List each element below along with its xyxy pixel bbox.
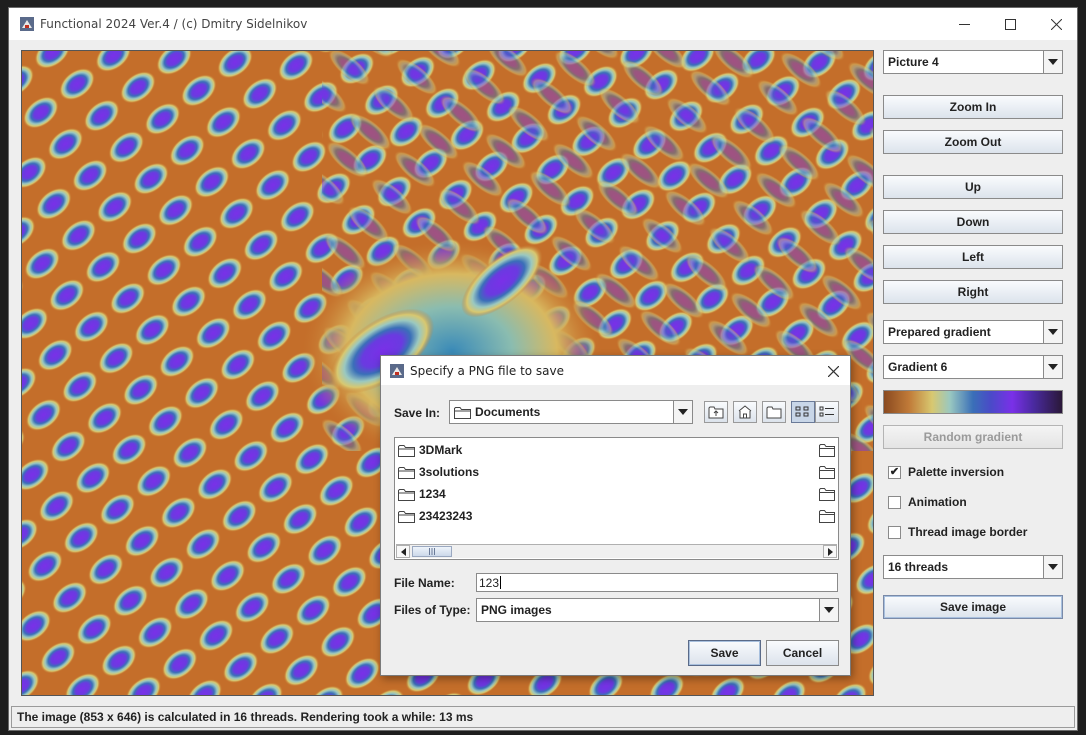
save-image-button[interactable]: Save image xyxy=(883,595,1063,619)
up-button[interactable]: Up xyxy=(883,175,1063,199)
folder-icon xyxy=(454,406,471,419)
new-folder-icon xyxy=(766,406,782,419)
chevron-down-icon[interactable] xyxy=(1043,321,1062,343)
save-in-value: Documents xyxy=(475,405,541,419)
chevron-down-icon[interactable] xyxy=(673,401,692,423)
random-gradient-button[interactable]: Random gradient xyxy=(883,425,1063,449)
maximize-icon xyxy=(1004,18,1016,30)
list-view-icon xyxy=(795,406,809,417)
file-name-label: File Name: xyxy=(394,576,455,590)
save-in-select[interactable]: Documents xyxy=(449,400,693,424)
file-name-value: 123 xyxy=(479,575,500,590)
home-folder-icon xyxy=(738,405,752,419)
dialog-title-bar: Specify a PNG file to save xyxy=(381,356,850,385)
folder-icon xyxy=(398,510,415,523)
save-in-label: Save In: xyxy=(394,406,441,420)
left-button[interactable]: Left xyxy=(883,245,1063,269)
folder-icon xyxy=(819,466,835,479)
files-of-type-select[interactable]: PNG images xyxy=(476,598,839,622)
new-folder-button[interactable] xyxy=(762,401,786,423)
down-button[interactable]: Down xyxy=(883,210,1063,234)
checkbox-checked-icon[interactable]: ✔ xyxy=(888,465,901,479)
files-of-type-label: Files of Type: xyxy=(394,603,471,617)
chevron-down-icon[interactable] xyxy=(1043,51,1062,73)
grip-icon xyxy=(429,548,435,555)
scroll-left-button[interactable] xyxy=(396,545,410,558)
folder-icon xyxy=(398,488,415,501)
list-item[interactable]: 1234 xyxy=(398,485,446,503)
chevron-left-icon xyxy=(400,547,406,556)
chevron-down-icon[interactable] xyxy=(1043,356,1062,378)
home-folder-button[interactable] xyxy=(733,401,757,423)
gradient-mode-select[interactable]: Prepared gradient xyxy=(883,320,1063,344)
picture-select-value: Picture 4 xyxy=(888,55,939,69)
right-button[interactable]: Right xyxy=(883,280,1063,304)
file-name: 3DMark xyxy=(419,443,463,457)
zoom-out-button[interactable]: Zoom Out xyxy=(883,130,1063,154)
zoom-in-button[interactable]: Zoom In xyxy=(883,95,1063,119)
file-name: 1234 xyxy=(419,487,446,501)
save-button[interactable]: Save xyxy=(688,640,761,666)
folder-icon xyxy=(819,444,835,457)
scroll-right-button[interactable] xyxy=(823,545,837,558)
dialog-title: Specify a PNG file to save xyxy=(410,364,565,378)
animation-label: Animation xyxy=(908,495,967,509)
folder-icon xyxy=(398,466,415,479)
folder-icon xyxy=(819,510,835,523)
minimize-button[interactable] xyxy=(941,8,987,40)
list-item[interactable]: 3DMark xyxy=(398,441,462,459)
folder-icon xyxy=(819,488,835,501)
title-bar: Functional 2024 Ver.4 / (c) Dmitry Sidel… xyxy=(9,8,1077,40)
window-title: Functional 2024 Ver.4 / (c) Dmitry Sidel… xyxy=(40,17,308,31)
status-text: The image (853 x 646) is calculated in 1… xyxy=(17,710,474,724)
checkbox-unchecked-icon[interactable] xyxy=(888,495,901,509)
file-list[interactable]: 3DMark 3solutions 1234 23423243 xyxy=(394,437,839,560)
list-item[interactable]: 3solutions xyxy=(398,463,479,481)
thread-border-label: Thread image border xyxy=(908,525,1028,539)
minimize-icon xyxy=(958,23,970,25)
save-dialog: Specify a PNG file to save Save In: Docu… xyxy=(380,355,851,676)
picture-select[interactable]: Picture 4 xyxy=(883,50,1063,74)
file-name: 23423243 xyxy=(419,509,473,523)
cancel-button[interactable]: Cancel xyxy=(766,640,839,666)
palette-inversion-label: Palette inversion xyxy=(908,465,1005,479)
checkbox-unchecked-icon[interactable] xyxy=(888,525,901,539)
java-app-icon xyxy=(390,364,404,378)
gradient-preview xyxy=(883,390,1063,414)
files-of-type-value: PNG images xyxy=(481,603,552,617)
up-folder-icon xyxy=(708,406,724,419)
java-app-icon xyxy=(20,17,34,31)
status-bar: The image (853 x 646) is calculated in 1… xyxy=(11,706,1075,728)
threads-select[interactable]: 16 threads xyxy=(883,555,1063,579)
dialog-close-button[interactable] xyxy=(822,360,844,382)
close-button[interactable] xyxy=(1033,8,1079,40)
file-name: 3solutions xyxy=(419,465,480,479)
text-caret xyxy=(500,576,502,589)
chevron-right-icon xyxy=(827,547,833,556)
details-view-icon xyxy=(819,406,834,417)
maximize-button[interactable] xyxy=(987,8,1033,40)
file-name-input[interactable]: 123 xyxy=(476,573,838,592)
animation-checkbox[interactable]: Animation xyxy=(883,493,1063,511)
details-view-button[interactable] xyxy=(815,401,839,423)
close-icon xyxy=(827,365,839,377)
list-item[interactable]: 23423243 xyxy=(398,507,472,525)
gradient-mode-value: Prepared gradient xyxy=(888,325,991,339)
close-icon xyxy=(1050,18,1062,30)
gradient-select[interactable]: Gradient 6 xyxy=(883,355,1063,379)
chevron-down-icon[interactable] xyxy=(819,599,838,621)
chevron-down-icon[interactable] xyxy=(1043,556,1062,578)
folder-icon xyxy=(398,444,415,457)
horizontal-scrollbar[interactable] xyxy=(396,544,837,558)
scrollbar-thumb[interactable] xyxy=(412,546,452,557)
threads-select-value: 16 threads xyxy=(888,560,949,574)
up-folder-button[interactable] xyxy=(704,401,728,423)
list-view-button[interactable] xyxy=(791,401,815,423)
gradient-select-value: Gradient 6 xyxy=(888,360,948,374)
palette-inversion-checkbox[interactable]: ✔ Palette inversion xyxy=(883,463,1063,481)
thread-border-checkbox[interactable]: Thread image border xyxy=(883,523,1063,541)
